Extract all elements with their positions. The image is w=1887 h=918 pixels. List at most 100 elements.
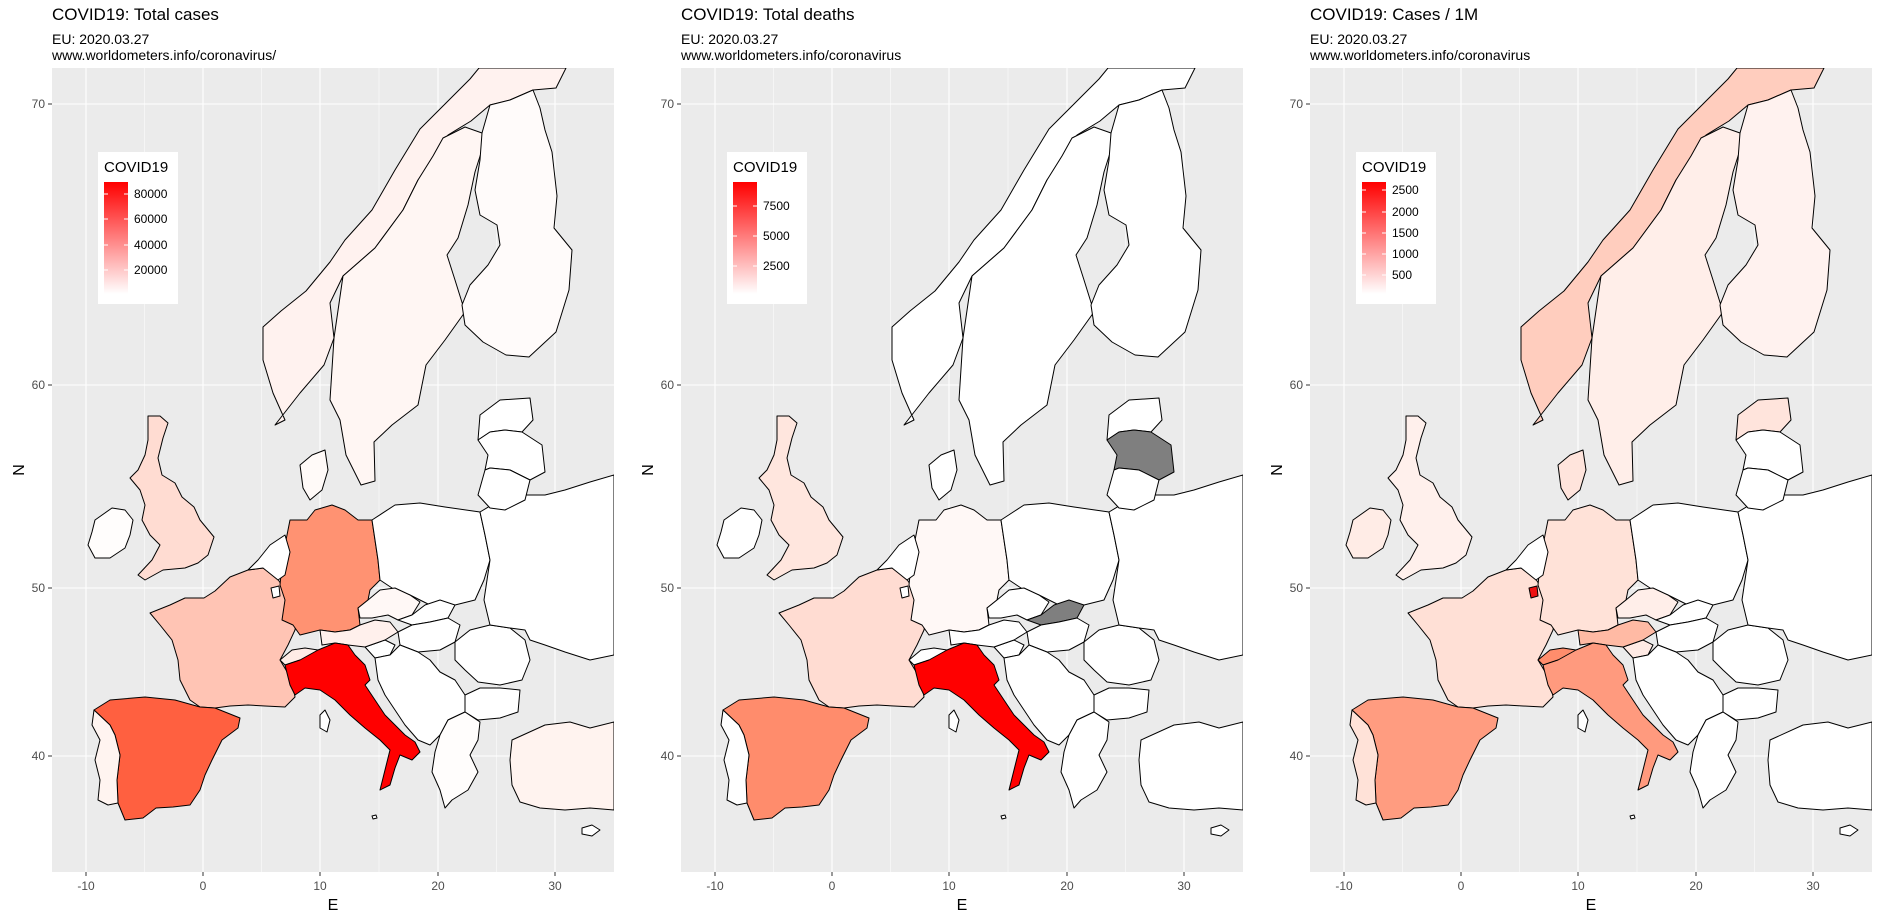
country-belarus-ukraine bbox=[479, 474, 614, 661]
country-germany bbox=[1537, 504, 1639, 636]
x-tick-label: 20 bbox=[1689, 879, 1703, 893]
country-portugal bbox=[1349, 709, 1379, 806]
country-small-island bbox=[371, 814, 378, 820]
y-tick-label: 60 bbox=[1290, 378, 1304, 392]
country-turkey bbox=[1767, 721, 1872, 811]
legend-colorbar bbox=[733, 182, 757, 294]
map-panel-total-cases: COVID19: Total cases EU: 2020.03.27 www.… bbox=[0, 0, 629, 918]
legend-title: COVID19 bbox=[104, 159, 168, 176]
country-latvia bbox=[1106, 429, 1175, 481]
country-poland bbox=[1000, 502, 1120, 606]
country-latvia bbox=[477, 429, 546, 481]
legend-tick-label: 80000 bbox=[134, 187, 168, 201]
choropleth-map: -10 0 10 20 30 70 60 50 40 E N COVID19 2500 2000 1500 1… bbox=[1269, 68, 1872, 914]
map-panel-cases-per-million: COVID19: Cases / 1M EU: 2020.03.27 www.w… bbox=[1258, 0, 1887, 918]
country-cyprus bbox=[1839, 824, 1859, 837]
country-germany bbox=[279, 504, 381, 636]
country-uk bbox=[129, 415, 215, 581]
country-czech bbox=[986, 587, 1050, 621]
y-tick-label: 70 bbox=[1290, 97, 1304, 111]
x-tick-label: 0 bbox=[200, 879, 207, 893]
country-belarus-ukraine bbox=[1737, 474, 1872, 661]
country-latvia bbox=[1735, 429, 1804, 481]
plot-subtitle-source: www.worldometers.info/coronavirus bbox=[1310, 47, 1531, 63]
country-ireland bbox=[87, 507, 134, 559]
country-benelux bbox=[247, 534, 291, 581]
x-tick-label: -10 bbox=[706, 879, 724, 893]
country-uk bbox=[1387, 415, 1473, 581]
axes: -10 0 10 20 30 70 60 50 40 E N bbox=[640, 97, 1191, 914]
x-tick-label: -10 bbox=[77, 879, 95, 893]
country-denmark bbox=[928, 449, 958, 501]
x-axis-title: E bbox=[328, 897, 339, 914]
country-ireland bbox=[1345, 507, 1392, 559]
legend-tick-label: 20000 bbox=[134, 263, 168, 277]
country-finland bbox=[1719, 89, 1831, 358]
y-tick-label: 60 bbox=[32, 378, 46, 392]
country-denmark bbox=[1557, 449, 1587, 501]
country-sweden bbox=[958, 126, 1112, 486]
country-small-island bbox=[1000, 814, 1007, 820]
plot-subtitle-source: www.worldometers.info/coronavirus bbox=[681, 47, 902, 63]
country-benelux bbox=[1505, 534, 1549, 581]
legend-tick-label: 2000 bbox=[1392, 205, 1419, 219]
legend-tick-label: 1000 bbox=[1392, 247, 1419, 261]
x-axis-title: E bbox=[957, 897, 968, 914]
legend-tick-label: 60000 bbox=[134, 212, 168, 226]
choropleth-map: -10 0 10 20 30 70 60 50 40 E N COVID19 7500 5000 2500 bbox=[640, 68, 1243, 914]
y-axis-title: N bbox=[1269, 464, 1286, 476]
country-shapes bbox=[716, 68, 1243, 837]
legend-tick-label: 1500 bbox=[1392, 226, 1419, 240]
country-uk bbox=[758, 415, 844, 581]
country-romania bbox=[1083, 624, 1160, 686]
plot-title: COVID19: Total deaths bbox=[681, 5, 855, 24]
plot-subtitle-date: EU: 2020.03.27 bbox=[52, 31, 150, 47]
y-tick-label: 50 bbox=[32, 581, 46, 595]
y-tick-label: 50 bbox=[1290, 581, 1304, 595]
country-italy bbox=[1542, 642, 1679, 791]
map-panel-total-deaths: COVID19: Total deaths EU: 2020.03.27 www… bbox=[629, 0, 1258, 918]
axes: -10 0 10 20 30 70 60 50 40 E N bbox=[1269, 97, 1820, 914]
y-tick-label: 70 bbox=[661, 97, 675, 111]
country-ireland bbox=[716, 507, 763, 559]
x-tick-label: 20 bbox=[431, 879, 445, 893]
country-belarus-ukraine bbox=[1108, 474, 1243, 661]
legend: COVID19 80000 60000 40000 20000 bbox=[98, 152, 178, 304]
country-lithuania bbox=[1106, 467, 1160, 511]
choropleth-map: -10 0 10 20 30 70 60 50 40 E N COVID19 80000 60000 400… bbox=[11, 68, 614, 914]
legend-tick-label: 2500 bbox=[763, 259, 790, 273]
country-cyprus bbox=[1210, 824, 1230, 837]
y-axis-title: N bbox=[640, 464, 657, 476]
x-tick-label: 30 bbox=[548, 879, 562, 893]
country-greece bbox=[431, 711, 481, 809]
y-tick-label: 70 bbox=[32, 97, 46, 111]
country-luxembourg bbox=[270, 585, 281, 599]
x-tick-label: 30 bbox=[1806, 879, 1820, 893]
country-czech bbox=[1615, 587, 1679, 621]
country-czech bbox=[357, 587, 421, 621]
country-corsica bbox=[948, 709, 960, 733]
y-tick-label: 60 bbox=[661, 378, 675, 392]
country-italy bbox=[913, 642, 1050, 791]
country-corsica bbox=[319, 709, 331, 733]
country-sweden bbox=[329, 126, 483, 486]
country-lithuania bbox=[1735, 467, 1789, 511]
x-tick-label: 10 bbox=[942, 879, 956, 893]
x-tick-label: 20 bbox=[1060, 879, 1074, 893]
x-tick-label: 10 bbox=[1571, 879, 1585, 893]
x-tick-label: 30 bbox=[1177, 879, 1191, 893]
x-tick-label: 0 bbox=[1458, 879, 1465, 893]
x-axis-title: E bbox=[1586, 897, 1597, 914]
legend-title: COVID19 bbox=[733, 159, 797, 176]
country-germany bbox=[908, 504, 1010, 636]
country-shapes bbox=[87, 68, 614, 837]
plot-subtitle-source: www.worldometers.info/coronavirus/ bbox=[52, 47, 277, 63]
y-axis-title: N bbox=[11, 464, 28, 476]
country-romania bbox=[454, 624, 531, 686]
country-luxembourg bbox=[899, 585, 910, 599]
legend-tick-label: 2500 bbox=[1392, 183, 1419, 197]
legend-tick-label: 5000 bbox=[763, 229, 790, 243]
country-corsica bbox=[1577, 709, 1589, 733]
plot-subtitle-date: EU: 2020.03.27 bbox=[1310, 31, 1408, 47]
y-tick-label: 40 bbox=[661, 749, 675, 763]
